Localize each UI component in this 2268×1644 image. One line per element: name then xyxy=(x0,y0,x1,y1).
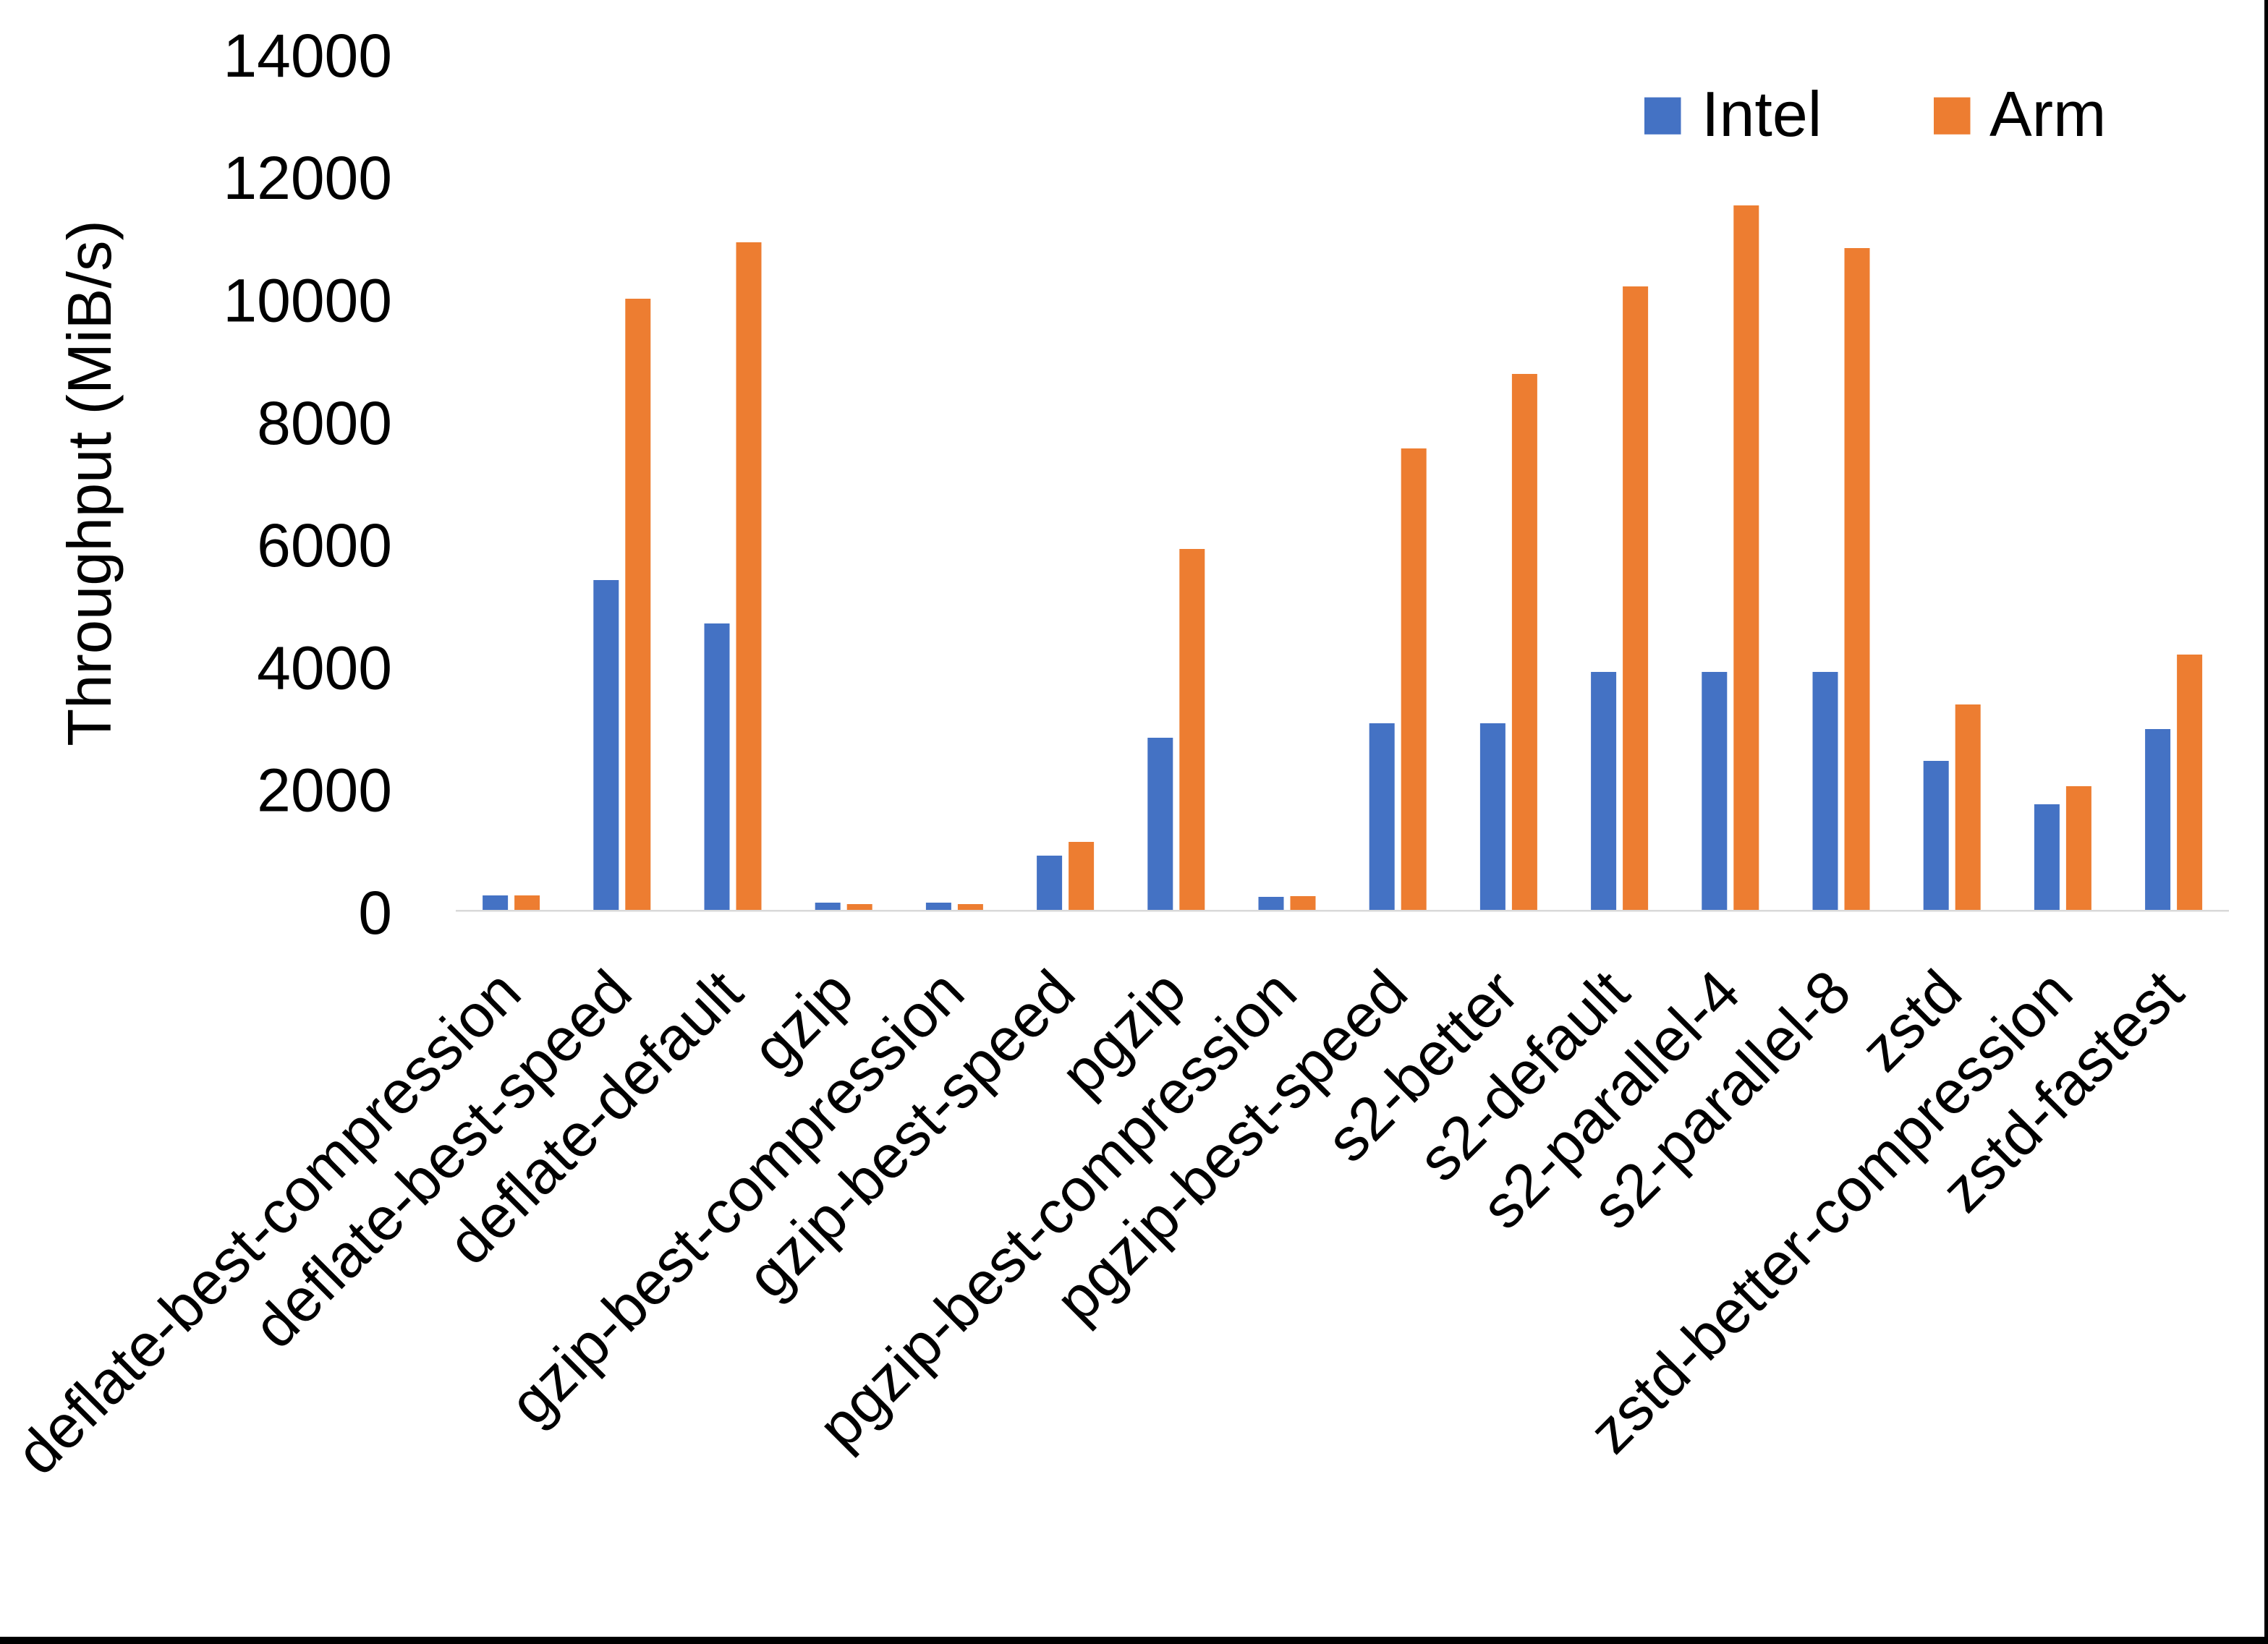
svg-text:10000: 10000 xyxy=(223,267,392,335)
svg-text:Intel: Intel xyxy=(1702,78,1822,150)
svg-text:12000: 12000 xyxy=(223,144,392,212)
svg-text:14000: 14000 xyxy=(223,22,392,90)
svg-text:Throughput (MiB/s): Throughput (MiB/s) xyxy=(56,220,124,746)
svg-text:0: 0 xyxy=(358,879,392,947)
svg-text:2000: 2000 xyxy=(257,757,392,825)
svg-text:6000: 6000 xyxy=(257,511,392,579)
svg-text:8000: 8000 xyxy=(257,389,392,457)
svg-text:Arm: Arm xyxy=(1989,78,2106,150)
svg-text:4000: 4000 xyxy=(257,634,392,702)
